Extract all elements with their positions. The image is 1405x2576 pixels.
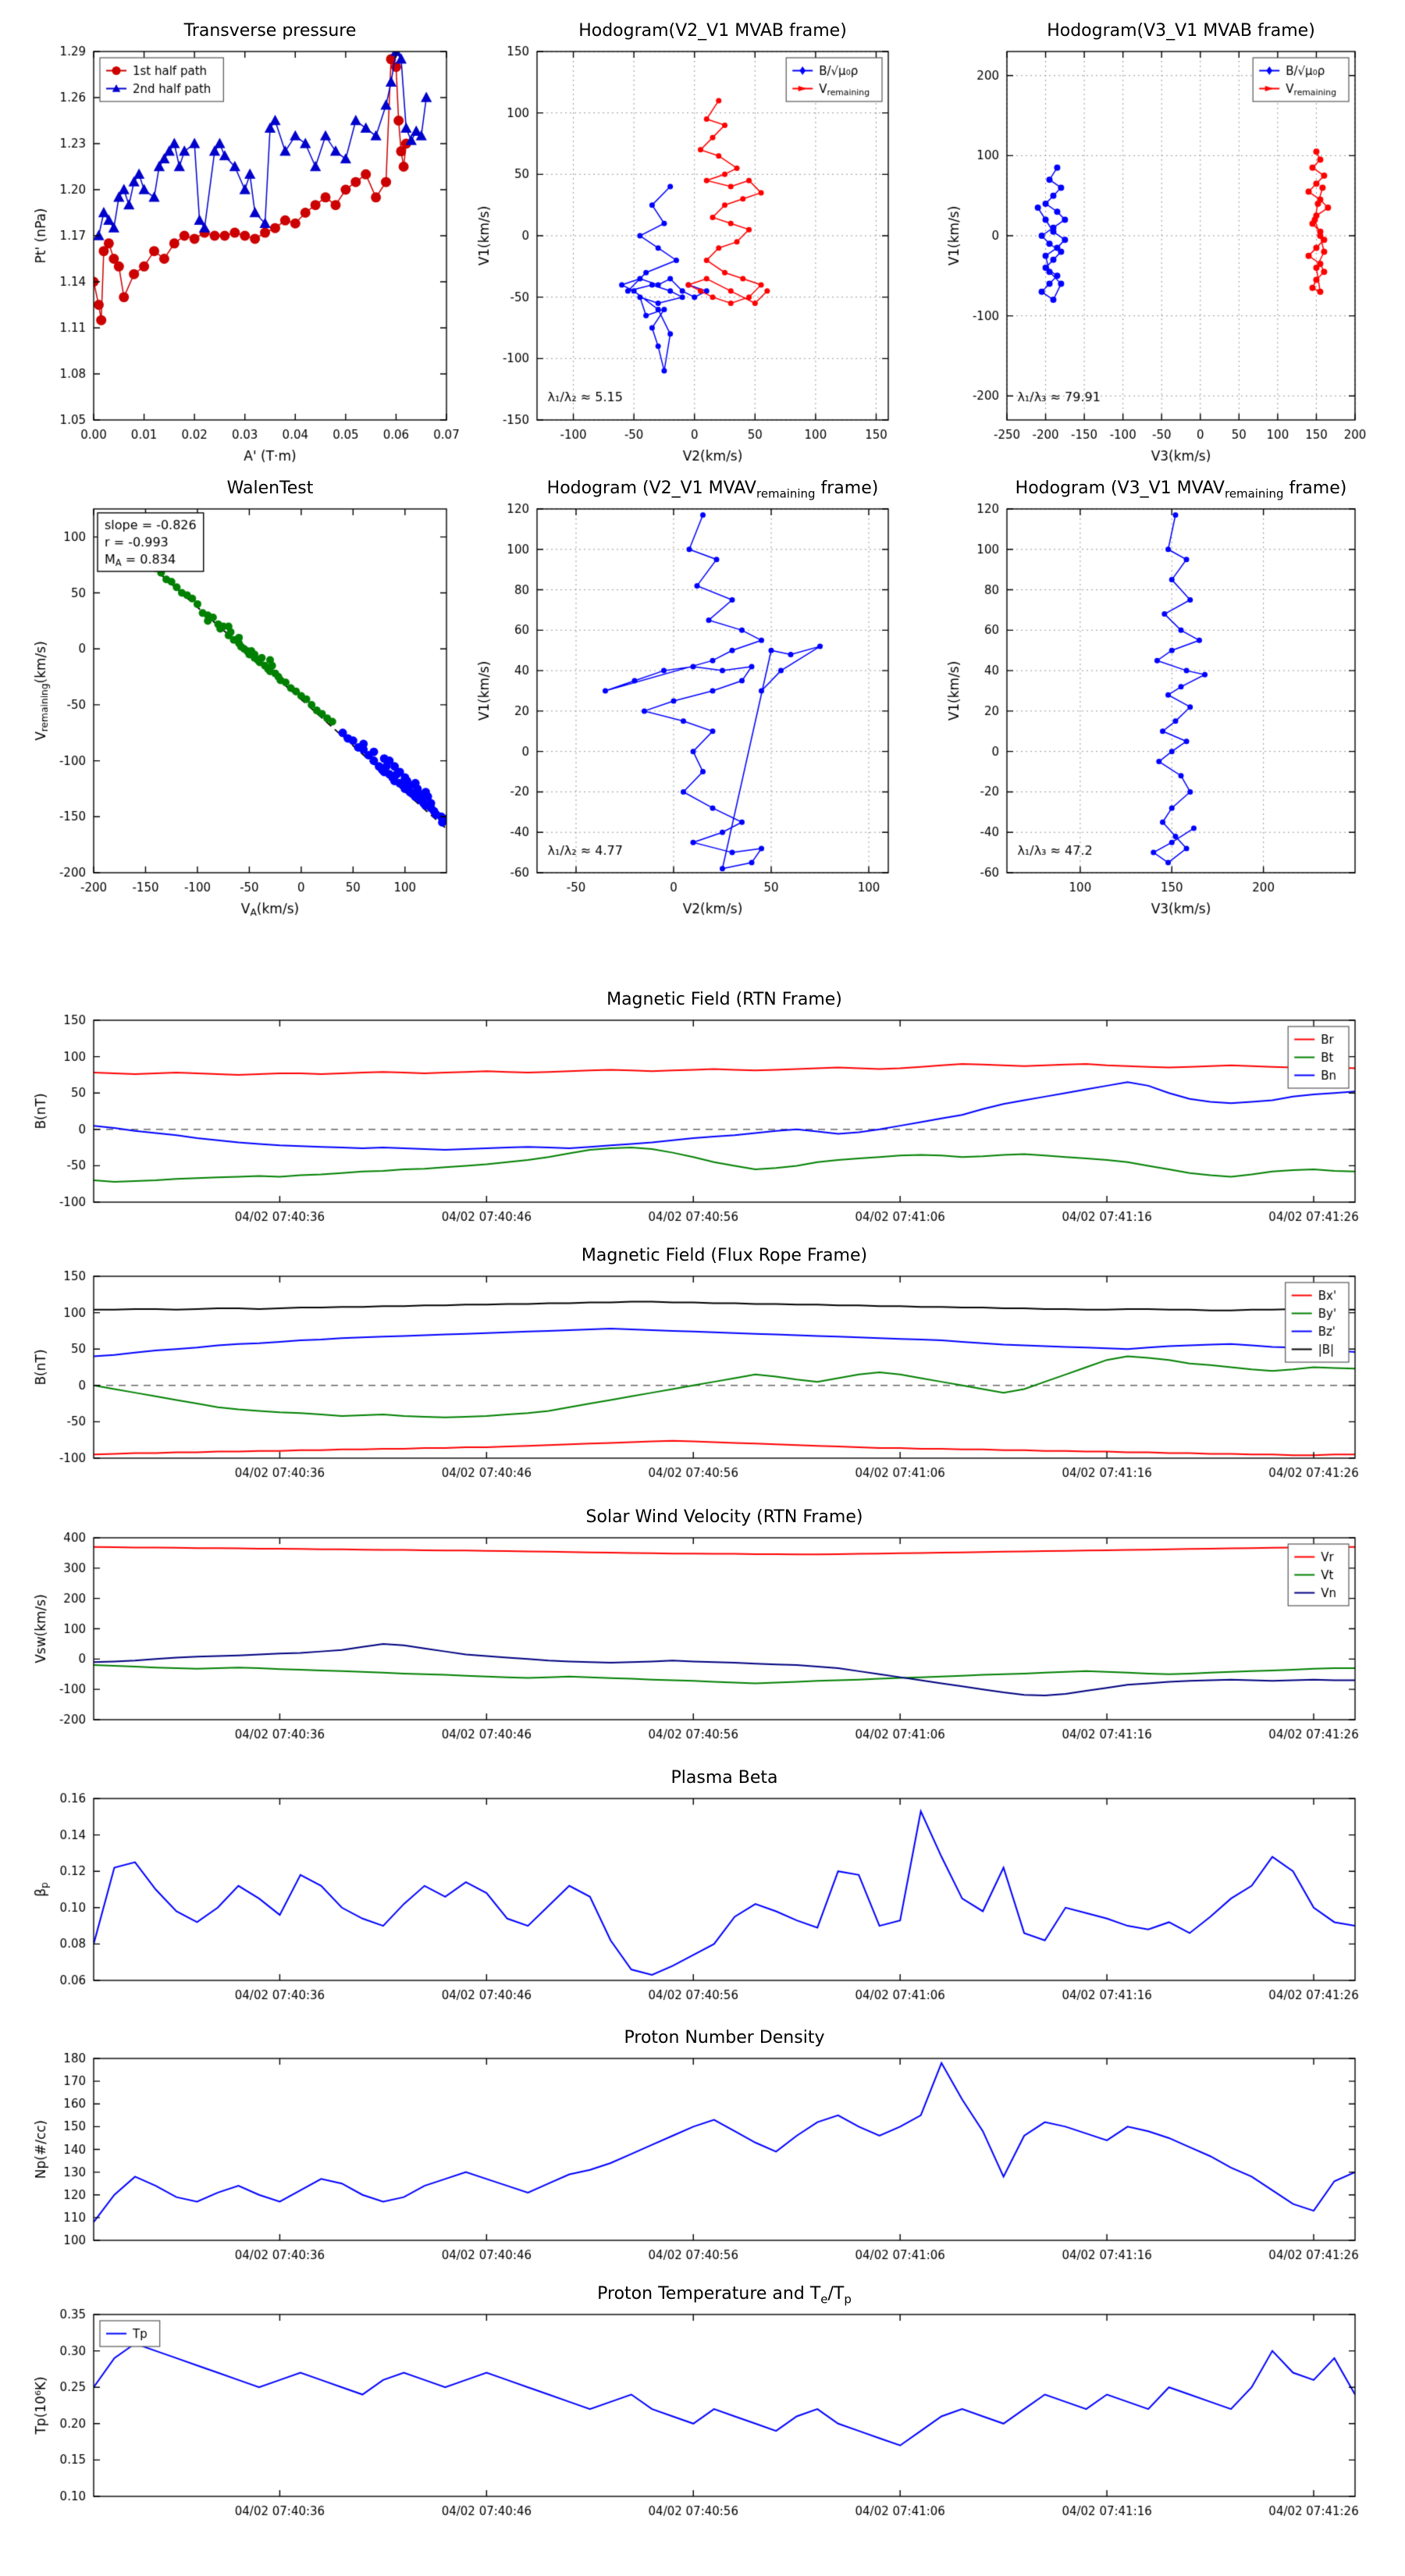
panel-plot-solar-wind-velocity [94,1538,1355,1720]
panel-title-hodogram-v2-v1-mvav: Hodogram (V2_V1 MVAVremaining frame) [546,479,879,501]
panel-title-walen-test: WalenTest [226,479,314,498]
panel-plot-transverse-pressure [94,52,446,420]
panel-plot-hodogram-v2-v1-mvab [537,52,888,420]
panel-title-proton-temperature: Proton Temperature and Te/Tp [597,2284,852,2307]
panel-plot-proton-number-density [94,2058,1355,2240]
panel-title-plasma-beta: Plasma Beta [670,1768,778,1788]
panel-title-hodogram-v2-v1-mvab: Hodogram(V2_V1 MVAB frame) [578,21,847,41]
panel-title-magnetic-field-rtn: Magnetic Field (RTN Frame) [606,990,842,1009]
panel-plot-hodogram-v3-v1-mvab [1007,52,1355,420]
panel-plot-hodogram-v3-v1-mvav [1007,509,1355,873]
panel-plot-plasma-beta [94,1799,1355,1980]
panel-title-magnetic-field-flux-rope: Magnetic Field (Flux Rope Frame) [581,1246,868,1265]
panel-title-transverse-pressure: Transverse pressure [183,21,357,41]
panel-plot-proton-temperature [94,2314,1355,2496]
panel-plot-magnetic-field-flux-rope [94,1276,1355,1458]
panel-title-hodogram-v3-v1-mvab: Hodogram(V3_V1 MVAB frame) [1047,21,1315,41]
panel-title-solar-wind-velocity: Solar Wind Velocity (RTN Frame) [585,1507,863,1527]
panel-plot-walen-test [94,509,446,873]
panel-plot-magnetic-field-rtn [94,1020,1355,1202]
panel-title-proton-number-density: Proton Number Density [624,2028,825,2048]
panel-plot-hodogram-v2-v1-mvav [537,509,888,873]
panel-title-hodogram-v3-v1-mvav: Hodogram (V3_V1 MVAVremaining frame) [1015,479,1347,501]
